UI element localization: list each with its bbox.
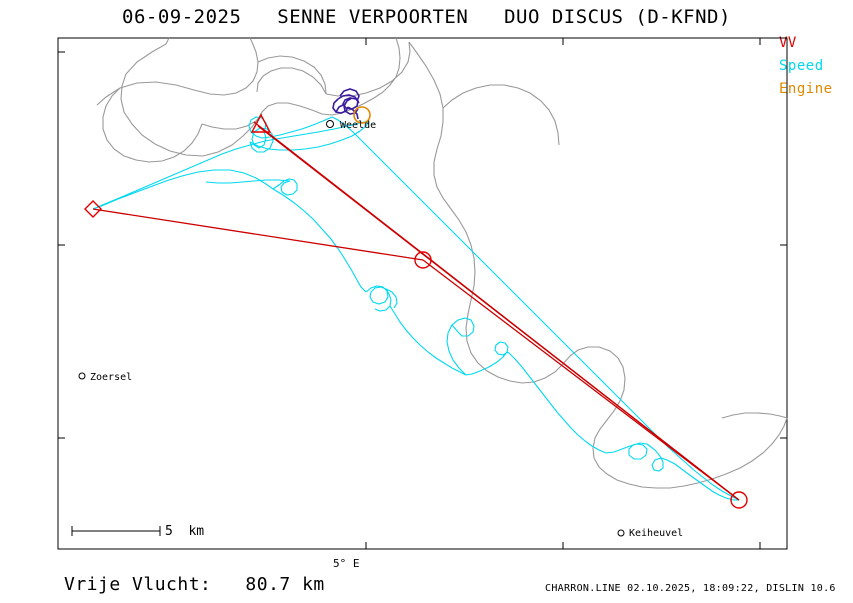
engine-track	[332, 88, 360, 120]
map-label-weelde: Weelde	[340, 120, 377, 131]
flight-summary: Vrije Vlucht: 80.7 km	[64, 574, 325, 595]
turnpoint-west-diamond-marker	[84, 200, 102, 218]
place-markers	[78, 120, 625, 537]
legend-item-vv: VV	[779, 35, 797, 51]
x-axis-tick-label: 5° E	[333, 557, 360, 570]
legend-item-engine: Engine	[779, 81, 833, 97]
axis-ticks	[58, 38, 787, 549]
credit-line: CHARRON.LINE 02.10.2025, 18:09:22, DISLI…	[545, 583, 836, 594]
scale-bar-label: 5 km	[165, 524, 205, 539]
vv-task-lines	[92, 121, 740, 501]
task-markers	[84, 106, 748, 509]
map-label-zoersel: Zoersel	[90, 372, 133, 383]
place-marker-weelde	[326, 120, 334, 128]
speed-track	[92, 116, 740, 501]
scale-bar	[71, 526, 161, 536]
place-marker-keiheuvel	[617, 529, 625, 537]
map-label-keiheuvel: Keiheuvel	[629, 528, 684, 539]
turnpoint-southeast-circle-marker	[730, 491, 748, 509]
legend-item-speed: Speed	[779, 58, 824, 74]
place-marker-zoersel	[78, 372, 86, 380]
start-triangle-marker	[250, 113, 272, 133]
page-title: 06-09-2025 SENNE VERPOORTEN DUO DISCUS (…	[122, 6, 731, 28]
plot-frame	[57, 37, 788, 550]
border-lines	[96, 37, 788, 489]
turnpoint-mid-circle-marker	[414, 251, 432, 269]
legend: VV Speed Engine	[779, 32, 853, 101]
engine-circle-marker	[353, 106, 371, 124]
